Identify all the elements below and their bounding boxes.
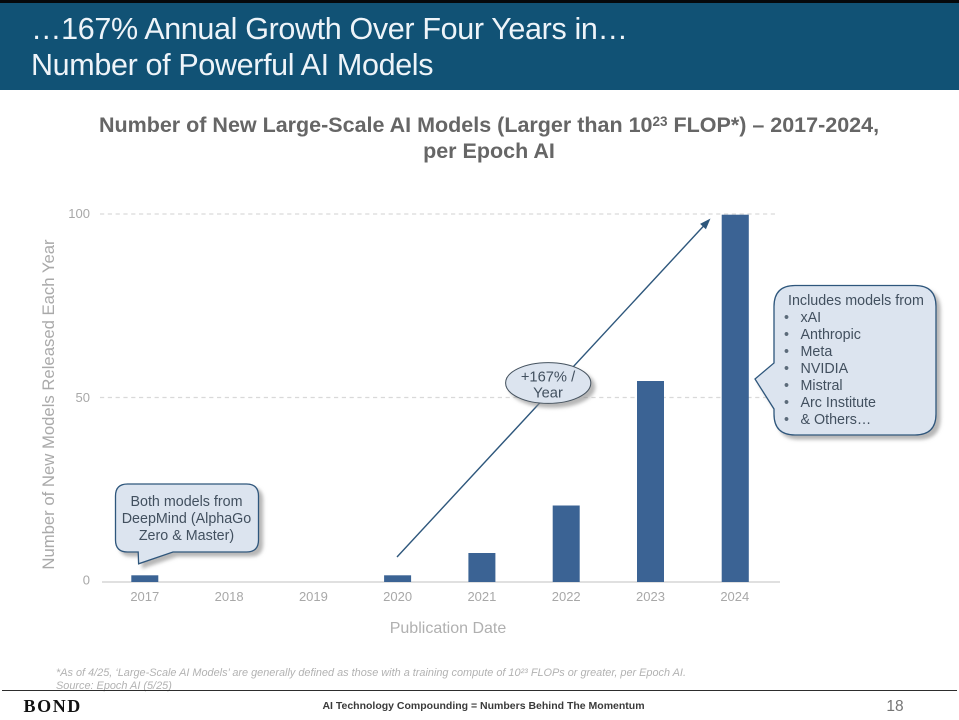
svg-text:2018: 2018	[215, 589, 244, 604]
svg-text:2022: 2022	[552, 589, 581, 604]
svg-text:2023: 2023	[636, 589, 665, 604]
svg-text:2019: 2019	[299, 589, 328, 604]
svg-text:2024: 2024	[720, 589, 749, 604]
svg-text:0: 0	[83, 573, 90, 588]
svg-text:+167% /: +167% /	[521, 369, 576, 385]
svg-text:Number of New Models Released: Number of New Models Released Each Year	[39, 239, 58, 570]
svg-text:50: 50	[76, 390, 90, 405]
svg-text:2021: 2021	[467, 589, 496, 604]
svg-text:2017: 2017	[130, 589, 159, 604]
svg-text:Year: Year	[533, 386, 563, 402]
svg-text:Publication Date: Publication Date	[390, 620, 507, 637]
svg-text:100: 100	[68, 206, 90, 221]
svg-text:2020: 2020	[383, 589, 412, 604]
